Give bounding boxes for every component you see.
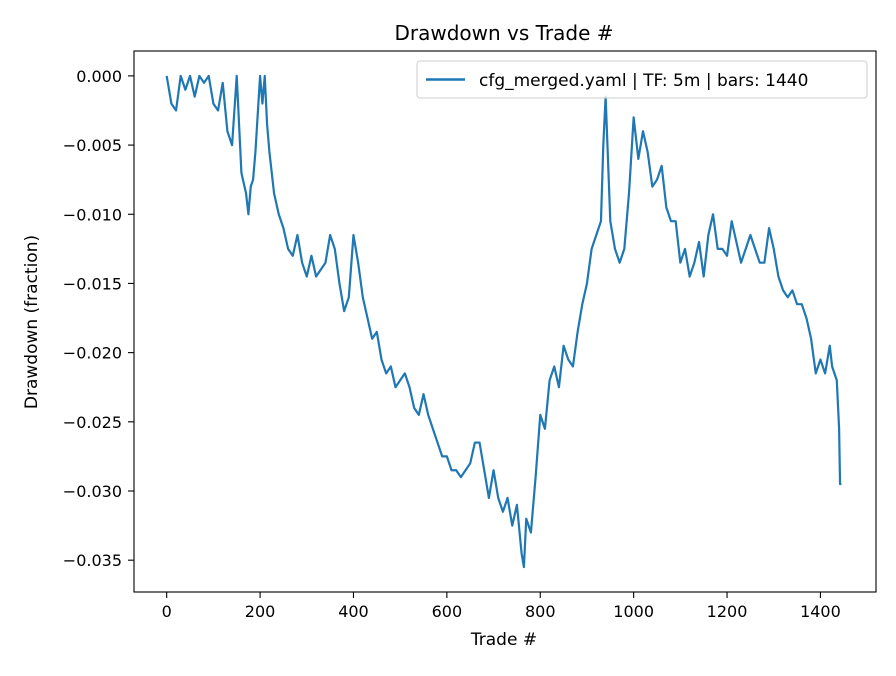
y-tick-label: −0.010 [63,205,122,224]
x-tick-label: 1400 [800,602,841,621]
y-tick-label: 0.000 [76,67,122,86]
legend-series-label: cfg_merged.yaml | TF: 5m | bars: 1440 [479,71,808,91]
y-tick-label: −0.005 [63,136,122,155]
x-tick-label: 200 [245,602,276,621]
x-tick-label: 800 [525,602,556,621]
y-tick-label: −0.025 [63,413,122,432]
x-tick-label: 600 [432,602,463,621]
legend: cfg_merged.yaml | TF: 5m | bars: 1440 [416,60,868,99]
x-axis-label: Trade # [470,630,537,650]
x-tick-label: 1200 [707,602,748,621]
series-line-0 [165,74,842,569]
y-tick-label: −0.020 [63,344,122,363]
x-tick-label: 400 [338,602,369,621]
axes-frame [133,50,877,593]
legend-box [416,60,868,99]
y-tick-label: −0.015 [63,274,122,293]
plot-area [165,74,842,569]
y-axis-label: Drawdown (fraction) [22,235,42,409]
x-tick-label: 1000 [613,602,654,621]
chart-title: Drawdown vs Trade # [394,21,613,45]
x-tick-label: 0 [162,602,172,621]
y-tick-label: −0.035 [63,551,122,570]
axes: 0 200 400 600 800 1000 1200 1400 0.000 −0.005 −0.0… [63,50,877,621]
y-tick-label: −0.030 [63,482,122,501]
